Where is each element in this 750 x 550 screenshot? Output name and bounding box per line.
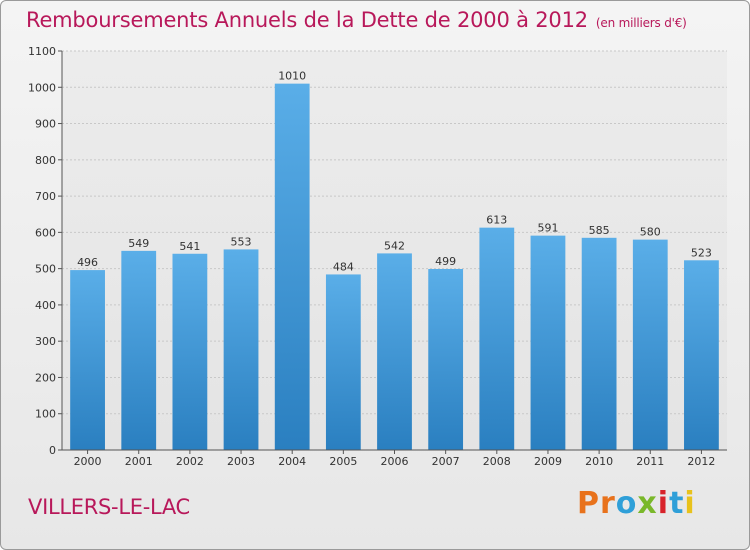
bar <box>530 235 566 450</box>
data-label: 1010 <box>278 70 306 83</box>
logo-letter: t <box>669 486 685 521</box>
data-label: 496 <box>77 256 98 269</box>
x-tick-label: 2010 <box>585 455 613 468</box>
proxiti-logo: Proxiti <box>577 486 696 521</box>
x-tick-label: 2012 <box>687 455 715 468</box>
data-label: 484 <box>333 260 354 273</box>
y-tick-label: 0 <box>49 444 56 457</box>
chart-title-text: Remboursements Annuels de la Dette de 20… <box>26 8 588 32</box>
data-label: 542 <box>384 239 405 252</box>
bar <box>172 253 208 450</box>
bar <box>274 83 310 451</box>
chart-title: Remboursements Annuels de la Dette de 20… <box>26 8 687 32</box>
x-tick-label: 2003 <box>227 455 255 468</box>
x-tick-label: 2006 <box>381 455 409 468</box>
data-label: 585 <box>589 224 610 237</box>
x-tick-label: 2000 <box>74 455 102 468</box>
logo-letter: i <box>684 486 696 521</box>
y-tick-label: 1000 <box>28 81 56 94</box>
data-label: 613 <box>486 214 507 227</box>
data-label: 580 <box>640 226 661 239</box>
y-tick-label: 500 <box>35 263 56 276</box>
bar <box>581 237 617 450</box>
data-label: 523 <box>691 246 712 259</box>
unit-note: (en milliers d'€) <box>595 16 687 30</box>
x-tick-label: 2001 <box>125 455 153 468</box>
data-label: 541 <box>179 240 200 253</box>
data-label: 549 <box>128 237 149 250</box>
y-tick-label: 300 <box>35 335 56 348</box>
y-tick-label: 900 <box>35 118 56 131</box>
data-label: 591 <box>537 222 558 235</box>
x-tick-label: 2002 <box>176 455 204 468</box>
y-tick-label: 1100 <box>28 45 56 58</box>
logo-letter: i <box>657 486 670 521</box>
y-tick-label: 100 <box>35 408 56 421</box>
x-tick-label: 2008 <box>483 455 511 468</box>
logo-letter: o <box>615 486 638 521</box>
y-tick-label: 600 <box>35 226 56 239</box>
bar <box>632 239 668 450</box>
logo-letter: r <box>600 486 616 521</box>
x-tick-label: 2004 <box>278 455 306 468</box>
bar <box>428 268 464 450</box>
bar <box>479 227 515 450</box>
logo-letter: x <box>637 486 658 521</box>
bar <box>325 274 361 450</box>
y-tick-label: 200 <box>35 371 56 384</box>
x-tick-label: 2007 <box>432 455 460 468</box>
bar <box>223 249 259 450</box>
bar <box>121 250 157 450</box>
y-tick-label: 400 <box>35 299 56 312</box>
commune-name: VILLERS-LE-LAC <box>28 495 190 519</box>
logo-letter: P <box>577 486 600 521</box>
x-tick-label: 2009 <box>534 455 562 468</box>
data-label: 553 <box>231 235 252 248</box>
x-tick-label: 2005 <box>329 455 357 468</box>
bar <box>70 270 105 450</box>
y-tick-label: 700 <box>35 190 56 203</box>
data-label: 499 <box>435 255 456 268</box>
y-tick-label: 800 <box>35 154 56 167</box>
bar <box>684 260 719 450</box>
x-tick-label: 2011 <box>636 455 664 468</box>
bar <box>377 253 412 450</box>
